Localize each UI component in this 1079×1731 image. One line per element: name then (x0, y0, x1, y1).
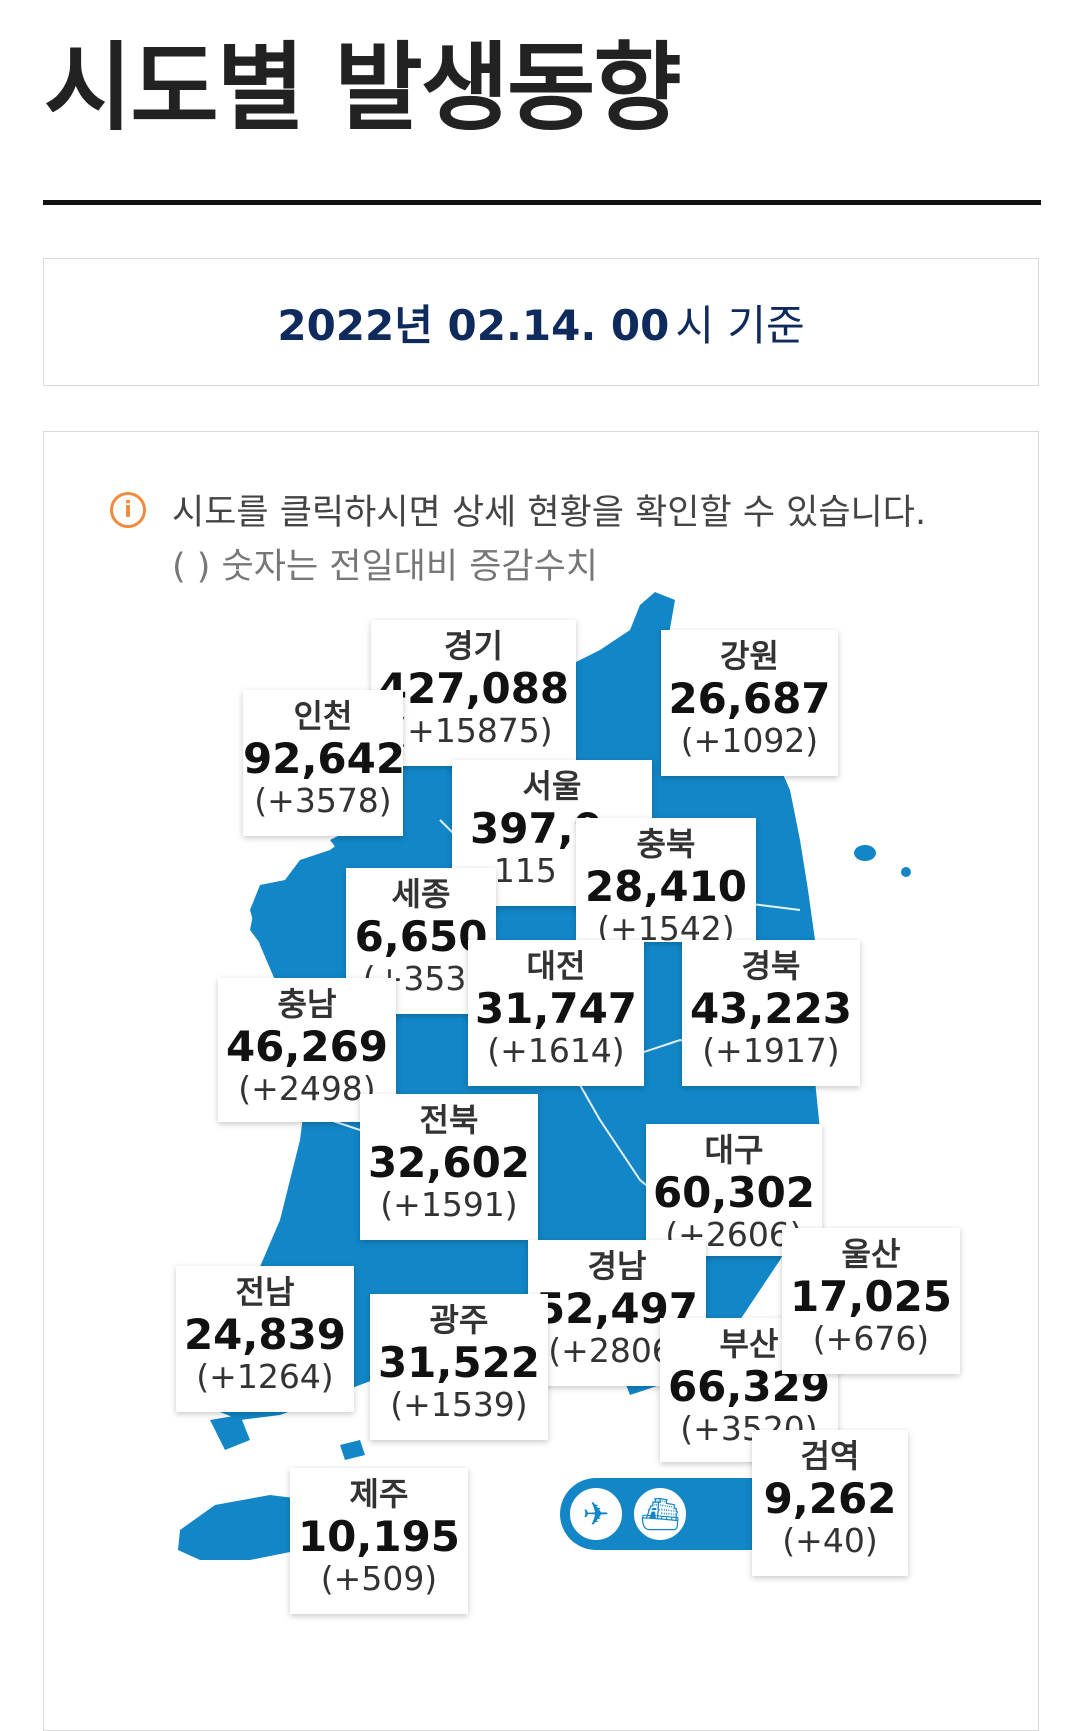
date-value: 2022년 02.14. 00 (277, 300, 670, 350)
region-name: 강원 (720, 637, 779, 675)
region-card-jeonbuk[interactable]: 전북 32,602 (+1591) (360, 1094, 538, 1240)
region-total: 6,650 (354, 912, 488, 961)
region-name: 대전 (526, 947, 586, 985)
region-total: 427,088 (377, 664, 570, 713)
region-name: 전남 (235, 1273, 295, 1311)
region-name: 대구 (704, 1131, 764, 1169)
region-name: 인천 (293, 697, 353, 735)
region-delta: (+509) (320, 1559, 438, 1598)
region-delta: (+1539) (390, 1385, 528, 1424)
region-name: 부산 (719, 1325, 779, 1363)
dokdo-island (901, 867, 911, 877)
region-card-jeju[interactable]: 제주 10,195 (+509) (290, 1468, 468, 1614)
region-delta: (+1542) (597, 909, 735, 943)
region-total: 28,410 (584, 862, 748, 911)
south-island (210, 1415, 250, 1450)
title-divider (43, 200, 1041, 205)
page-title: 시도별 발생동향 (44, 32, 682, 144)
region-delta: (+3578) (254, 781, 392, 820)
region-total: 43,223 (689, 984, 853, 1033)
region-total: 46,269 (225, 1022, 389, 1071)
region-total: 9,262 (763, 1474, 897, 1523)
region-total: 10,195 (297, 1512, 461, 1561)
south-island (340, 1440, 365, 1460)
region-card-jeonnam[interactable]: 전남 24,839 (+1264) (176, 1266, 354, 1412)
region-card-gyeonggi[interactable]: 경기 427,088 (+15875) (371, 620, 576, 766)
region-name: 검역 (800, 1437, 860, 1475)
region-total: 26,687 (668, 674, 831, 723)
info-icon: i (110, 492, 146, 528)
region-total: 60,302 (652, 1168, 816, 1217)
ulleungdo-island (854, 845, 876, 861)
region-total: 17,025 (789, 1272, 953, 1321)
region-card-gangwon[interactable]: 강원 26,687 (+1092) (661, 630, 838, 776)
region-name: 경남 (587, 1247, 647, 1285)
west-island (250, 895, 300, 950)
jeju-island (178, 1495, 320, 1560)
region-delta: (+2498) (238, 1069, 376, 1108)
region-delta: (+1264) (196, 1357, 334, 1396)
region-delta: (+1917) (702, 1031, 840, 1070)
region-name: 서울 (522, 767, 582, 805)
date-banner: 2022년 02.14. 00 시 기준 (43, 258, 1039, 386)
region-card-gwangju[interactable]: 광주 31,522 (+1539) (370, 1294, 548, 1440)
region-card-ulsan[interactable]: 울산 17,025 (+676) (782, 1228, 960, 1374)
region-card-chungbuk[interactable]: 충북 28,410 (+1542) (576, 818, 756, 942)
region-name: 경북 (741, 947, 801, 985)
region-delta: (+15875) (394, 711, 553, 750)
region-delta: (+1092) (680, 721, 819, 760)
region-name: 울산 (841, 1235, 901, 1273)
region-total: 32,602 (367, 1138, 531, 1187)
region-name: 경기 (444, 627, 503, 665)
region-card-incheon[interactable]: 인천 92,642 (+3578) (243, 690, 403, 836)
region-card-daejeon[interactable]: 대전 31,747 (+1614) (468, 940, 644, 1086)
notice-text: 시도를 클릭하시면 상세 현황을 확인할 수 있습니다. (172, 493, 927, 533)
region-total: 92,642 (243, 734, 403, 783)
notice-subtext: ( ) 숫자는 전일대비 증감수치 (172, 547, 599, 587)
region-name: 충남 (277, 985, 337, 1023)
region-card-quarantine[interactable]: 검역 9,262 (+40) (752, 1430, 908, 1576)
region-name: 세종 (391, 875, 451, 913)
region-delta: (+1591) (380, 1185, 518, 1224)
region-name: 광주 (429, 1301, 489, 1339)
region-delta: (+40) (782, 1521, 878, 1560)
region-name: 충북 (636, 825, 696, 863)
region-name: 전북 (419, 1101, 479, 1139)
date-suffix: 시 기준 (675, 300, 805, 350)
region-card-gyeongnam[interactable]: 경남 52,497 (+2806) (528, 1240, 706, 1386)
region-card-gyeongbuk[interactable]: 경북 43,223 (+1917) (682, 940, 860, 1086)
region-total: 31,747 (474, 984, 638, 1033)
airplane-icon[interactable]: ✈ (566, 1484, 626, 1544)
region-name: 제주 (349, 1475, 409, 1513)
region-total: 31,522 (377, 1338, 541, 1387)
transport-bar: ✈ ⛴ (560, 1478, 753, 1550)
region-delta: (+676) (812, 1319, 930, 1358)
region-delta: (+1614) (487, 1031, 625, 1070)
region-total: 24,839 (183, 1310, 347, 1359)
ship-icon[interactable]: ⛴ (630, 1484, 690, 1544)
